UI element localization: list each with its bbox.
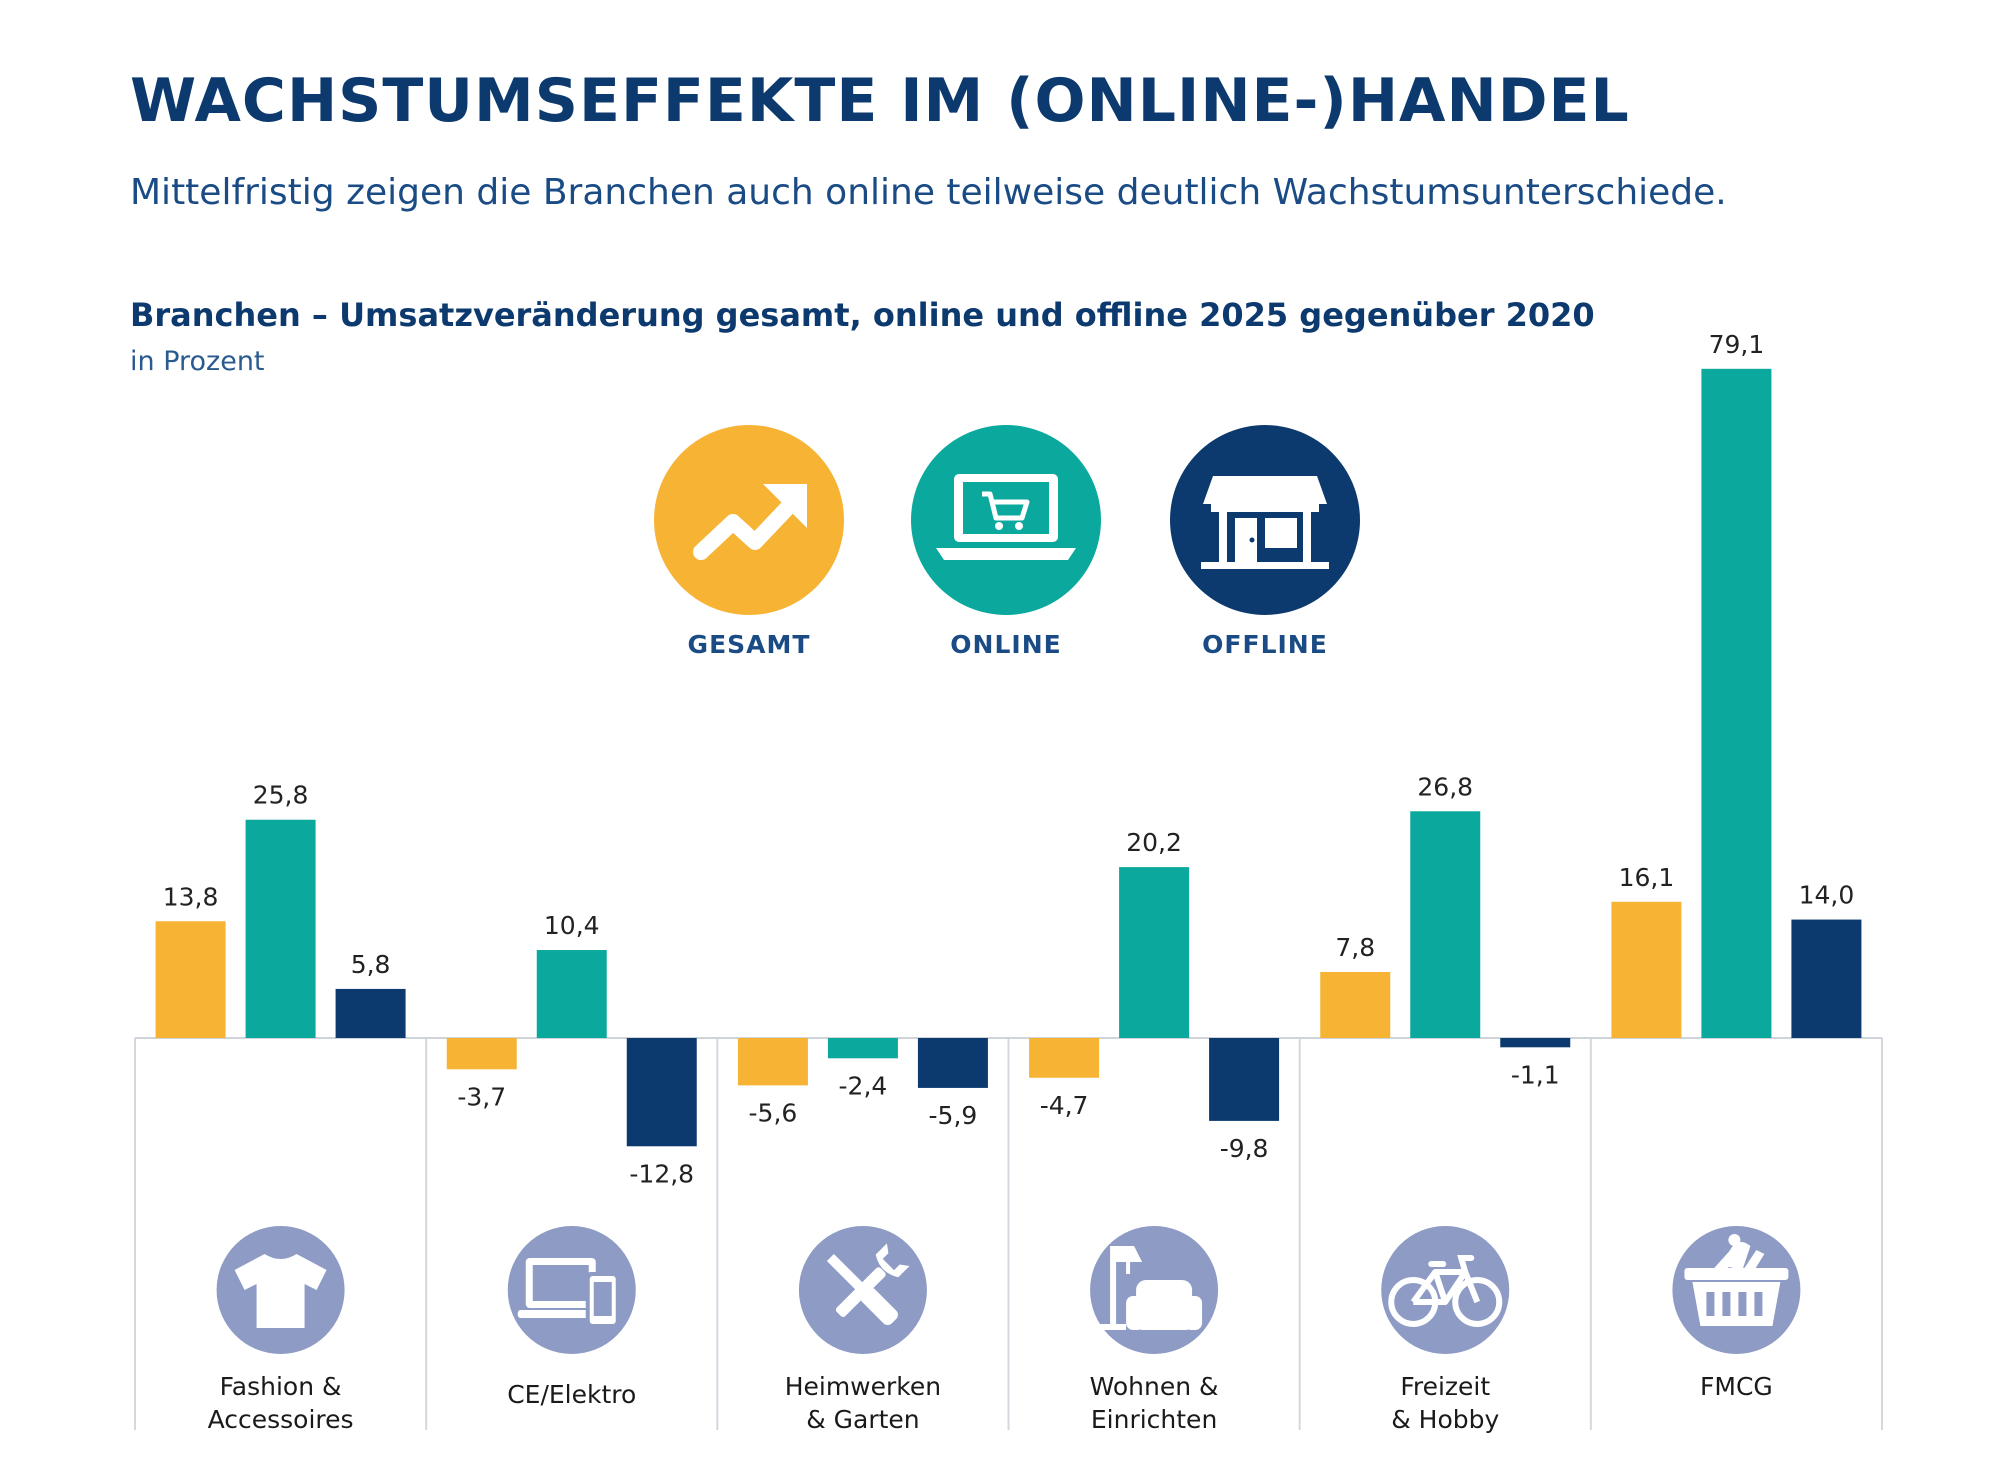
data-label: 20,2 <box>1126 828 1182 857</box>
chart-unit: in Prozent <box>130 346 265 377</box>
category-label: Heimwerken & Garten <box>785 1372 941 1434</box>
bar-offline <box>626 1038 697 1147</box>
legend-label: OFFLINE <box>1202 630 1328 659</box>
data-label: 14,0 <box>1799 881 1855 910</box>
data-label: -12,8 <box>629 1159 694 1188</box>
category-label: Wohnen & Einrichten <box>1090 1372 1219 1434</box>
category-label: Freizeit & Hobby <box>1391 1372 1499 1434</box>
category-group: 16,1 79,1 14,0 FMCG <box>1611 330 1862 1401</box>
bar-gesamt <box>155 921 226 1038</box>
bar-online <box>827 1038 898 1059</box>
legend-item-gesamt: GESAMT <box>654 425 844 659</box>
data-label: 79,1 <box>1709 330 1765 359</box>
legend-label: GESAMT <box>688 630 811 659</box>
legend-label: ONLINE <box>950 630 1061 659</box>
category-group: 13,8 25,8 5,8 Fashion & Accessoires <box>155 781 406 1434</box>
category-group: -5,6 -2,4 -5,9 Heimwerken & Garten <box>737 1038 988 1434</box>
bar-gesamt <box>1611 901 1682 1038</box>
bar-offline <box>335 988 406 1038</box>
bar-gesamt <box>1320 972 1391 1038</box>
data-label: -2,4 <box>839 1071 888 1100</box>
data-label: -3,7 <box>457 1082 506 1111</box>
bar-online <box>536 950 607 1038</box>
bar-offline <box>1209 1038 1280 1121</box>
bar-offline <box>1791 919 1862 1038</box>
bar-online <box>1410 811 1481 1038</box>
data-label: 5,8 <box>351 950 391 979</box>
category-label: CE/Elektro <box>507 1380 636 1409</box>
bar-online <box>245 819 316 1038</box>
legend-item-online: ONLINE <box>911 425 1101 659</box>
page-subtitle: Mittelfristig zeigen die Branchen auch o… <box>130 172 1727 213</box>
data-label: 16,1 <box>1619 863 1675 892</box>
category-label: FMCG <box>1700 1372 1773 1401</box>
legend-circle <box>654 425 844 615</box>
data-label: 7,8 <box>1335 933 1375 962</box>
data-label: 10,4 <box>544 911 600 940</box>
bar-offline <box>917 1038 988 1088</box>
data-label: -9,8 <box>1220 1134 1269 1163</box>
data-label: 25,8 <box>253 781 309 810</box>
category-group: 7,8 26,8 -1,1 Freizeit & Hobby <box>1320 772 1571 1434</box>
page-title: WACHSTUMSEFFEKTE IM (ONLINE-)HANDEL <box>130 66 1630 136</box>
chart-title: Branchen – Umsatzveränderung gesamt, onl… <box>130 296 1595 334</box>
data-label: -1,1 <box>1511 1060 1560 1089</box>
category-group: -4,7 20,2 -9,8 Wohnen & Einrichten <box>1029 828 1280 1434</box>
data-label: -5,6 <box>749 1098 798 1127</box>
data-label: -5,9 <box>929 1101 978 1130</box>
category-label: Fashion & Accessoires <box>208 1372 354 1434</box>
category-group: -3,7 10,4 -12,8 CE/Elektro <box>446 911 697 1409</box>
data-label: 13,8 <box>163 882 219 911</box>
legend-item-offline: OFFLINE <box>1170 425 1360 659</box>
data-label: -4,7 <box>1040 1091 1089 1120</box>
bar-gesamt <box>1029 1038 1100 1078</box>
category-icon-circle <box>1381 1226 1510 1354</box>
bar-offline <box>1500 1038 1571 1048</box>
bar-gesamt <box>737 1038 808 1086</box>
data-label: 26,8 <box>1417 772 1473 801</box>
bar-online <box>1701 368 1772 1039</box>
bar-gesamt <box>446 1038 517 1070</box>
chart-legend: GESAMT ONLINE OFFLINE <box>654 425 1360 659</box>
bar-online <box>1119 867 1190 1038</box>
